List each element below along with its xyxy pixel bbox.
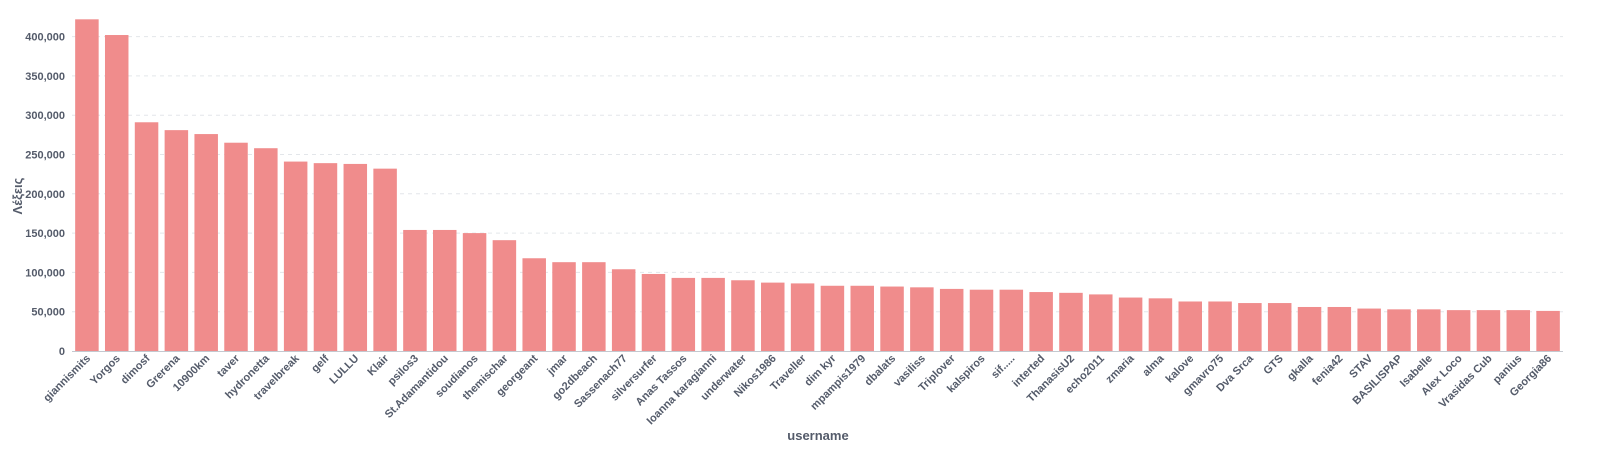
bar[interactable]	[343, 163, 368, 351]
x-tick-label: alma	[1140, 352, 1167, 379]
bar[interactable]	[1238, 303, 1262, 351]
y-tick-label: 350,000	[25, 71, 65, 83]
bar[interactable]	[1178, 301, 1203, 351]
bar[interactable]	[820, 285, 845, 351]
x-tick-label: GTS	[1261, 353, 1285, 377]
bar[interactable]	[283, 161, 308, 351]
bar[interactable]	[969, 289, 994, 351]
x-tick-label: Yorgos	[88, 353, 123, 388]
x-tick-label: Klair	[365, 352, 391, 378]
y-tick-label: 100,000	[25, 267, 65, 279]
bar[interactable]	[1327, 306, 1352, 351]
y-tick-label: 50,000	[31, 307, 65, 319]
bar[interactable]	[1118, 297, 1143, 351]
bar[interactable]	[1536, 310, 1560, 351]
bar[interactable]	[492, 240, 517, 351]
y-tick-label: 150,000	[25, 228, 65, 240]
bar[interactable]	[850, 285, 874, 351]
bar[interactable]	[880, 286, 904, 351]
bar[interactable]	[194, 134, 218, 351]
bar[interactable]	[761, 282, 785, 351]
x-tick-label: fenia42	[1310, 353, 1345, 388]
bar[interactable]	[1029, 292, 1053, 351]
x-tick-label: gelf	[309, 352, 332, 375]
bar[interactable]	[611, 269, 636, 351]
y-tick-label: 300,000	[25, 110, 65, 122]
bar[interactable]	[1297, 306, 1322, 351]
bar[interactable]	[999, 289, 1024, 351]
bar[interactable]	[1148, 298, 1173, 351]
bar[interactable]	[552, 262, 576, 351]
x-tick-label: LULLU	[327, 353, 361, 387]
x-tick-label: mpampis1979	[808, 353, 868, 413]
bar[interactable]	[1506, 310, 1531, 351]
bar[interactable]	[790, 283, 815, 351]
bar[interactable]	[910, 287, 934, 351]
bar[interactable]	[671, 277, 696, 351]
bar[interactable]	[373, 168, 397, 351]
y-tick-label: 0	[59, 346, 65, 358]
bar[interactable]	[1387, 309, 1411, 351]
y-tick-label: 250,000	[25, 150, 65, 162]
bar[interactable]	[701, 277, 725, 351]
bar[interactable]	[104, 35, 129, 351]
bar[interactable]	[731, 280, 755, 351]
y-axis-title: Λέξεις	[10, 177, 25, 214]
bar[interactable]	[224, 142, 248, 351]
bar[interactable]	[313, 163, 338, 351]
x-tick-label: zmaria	[1104, 352, 1138, 386]
bar[interactable]	[1267, 303, 1292, 351]
bar[interactable]	[1476, 310, 1501, 351]
y-tick-label: 200,000	[25, 189, 65, 201]
bar[interactable]	[939, 288, 964, 351]
bar[interactable]	[1089, 294, 1113, 351]
x-tick-label: giannismits	[41, 353, 93, 405]
y-tick-label: 400,000	[25, 32, 65, 44]
bar[interactable]	[1446, 310, 1471, 351]
bar[interactable]	[254, 148, 278, 351]
bars	[75, 19, 1560, 351]
bar[interactable]	[134, 122, 159, 351]
bar[interactable]	[164, 130, 189, 351]
bar[interactable]	[403, 229, 427, 351]
bar[interactable]	[1059, 292, 1083, 351]
x-tick-label: sif.....	[989, 353, 1017, 381]
x-axis-title: username	[787, 428, 848, 443]
x-tick-label: Vrasidas Cub	[1437, 352, 1495, 410]
bar[interactable]	[1417, 309, 1441, 351]
bar[interactable]	[522, 258, 546, 351]
bar[interactable]	[582, 262, 606, 351]
bar[interactable]	[433, 229, 457, 351]
bar[interactable]	[1357, 308, 1381, 351]
bar[interactable]	[1208, 301, 1232, 351]
bar[interactable]	[462, 233, 487, 351]
x-tick-label: jmar	[545, 352, 571, 378]
bar[interactable]	[75, 19, 99, 351]
bar[interactable]	[641, 273, 666, 351]
y-axis-ticks: 0 50,000 100,000 150,000 200,000 250,000 300,0…	[25, 32, 65, 358]
x-tick-label: taver	[215, 352, 243, 380]
